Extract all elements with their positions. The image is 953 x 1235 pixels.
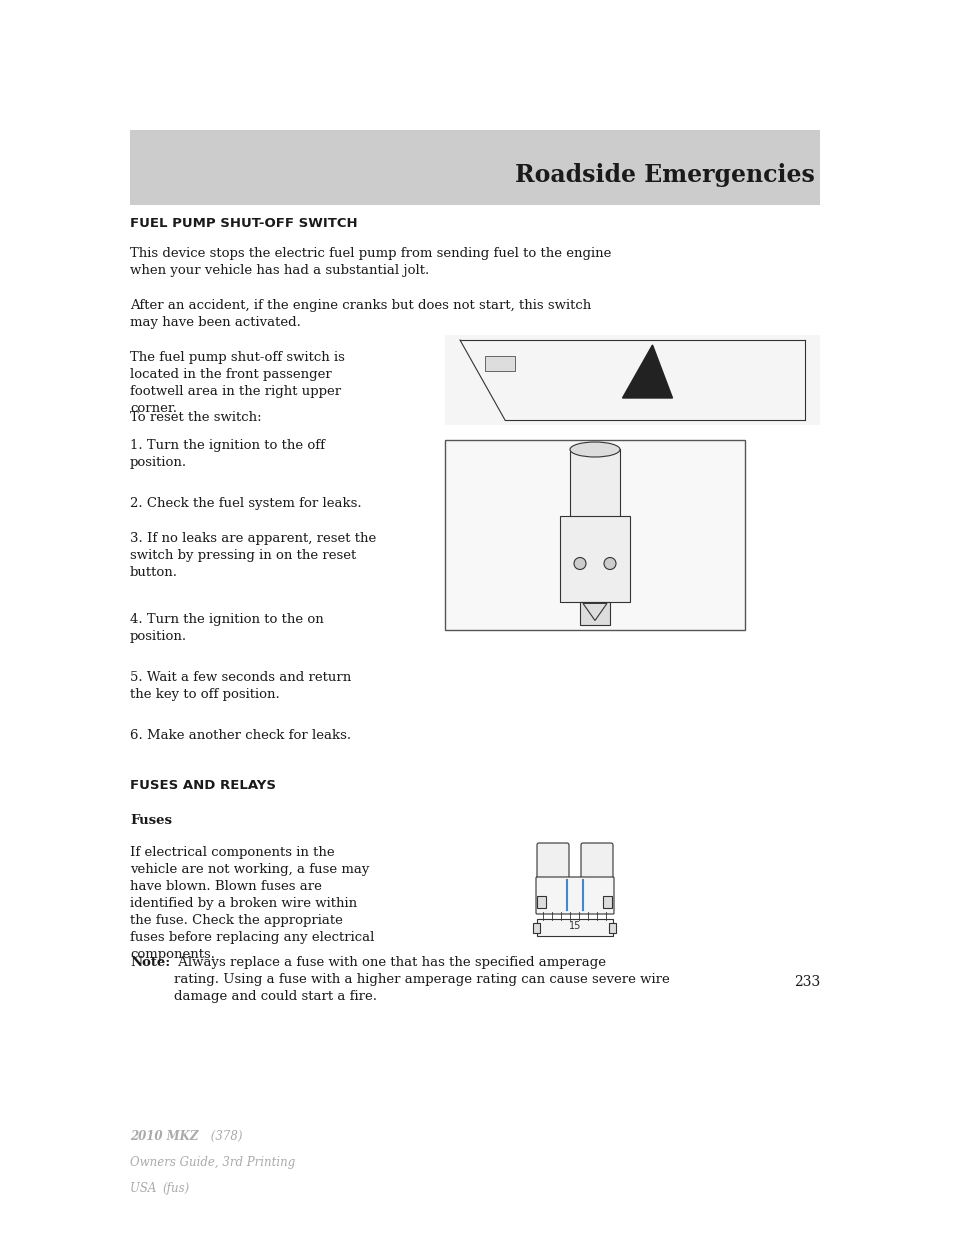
- Text: 3. If no leaks are apparent, reset the
switch by pressing in on the reset
button: 3. If no leaks are apparent, reset the s…: [130, 532, 375, 579]
- Text: Note:: Note:: [130, 956, 170, 969]
- Bar: [602, 897, 612, 908]
- Text: Fuses: Fuses: [130, 814, 172, 827]
- Text: 4. Turn the ignition to the on
position.: 4. Turn the ignition to the on position.: [130, 613, 323, 643]
- Text: This device stops the electric fuel pump from sending fuel to the engine
when yo: This device stops the electric fuel pump…: [130, 247, 611, 277]
- Text: 5. Wait a few seconds and return
the key to off position.: 5. Wait a few seconds and return the key…: [130, 671, 351, 701]
- Text: FUSES AND RELAYS: FUSES AND RELAYS: [130, 779, 275, 792]
- Bar: [569, 450, 619, 526]
- FancyBboxPatch shape: [536, 877, 614, 914]
- Text: To reset the switch:: To reset the switch:: [130, 411, 261, 424]
- Text: 15: 15: [568, 921, 580, 931]
- Bar: [533, 923, 539, 932]
- Text: The fuel pump shut-off switch is
located in the front passenger
footwell area in: The fuel pump shut-off switch is located…: [130, 351, 345, 415]
- Bar: [444, 335, 820, 425]
- Bar: [130, 130, 820, 205]
- FancyBboxPatch shape: [537, 844, 568, 885]
- Bar: [537, 897, 545, 908]
- Text: USA: USA: [130, 1182, 160, 1195]
- FancyBboxPatch shape: [580, 844, 613, 885]
- Ellipse shape: [569, 442, 619, 457]
- Text: Always replace a fuse with one that has the specified amperage
rating. Using a f: Always replace a fuse with one that has …: [173, 956, 669, 1003]
- Bar: [475, 839, 675, 939]
- Bar: [559, 516, 629, 601]
- Bar: [484, 356, 515, 370]
- Circle shape: [603, 557, 616, 569]
- Text: After an accident, if the engine cranks but does not start, this switch
may have: After an accident, if the engine cranks …: [130, 299, 591, 329]
- Text: 6. Make another check for leaks.: 6. Make another check for leaks.: [130, 729, 351, 742]
- Bar: [537, 919, 613, 936]
- Text: If electrical components in the
vehicle are not working, a fuse may
have blown. : If electrical components in the vehicle …: [130, 846, 374, 961]
- Text: 233: 233: [793, 974, 820, 989]
- Text: Roadside Emergencies: Roadside Emergencies: [515, 163, 814, 186]
- Polygon shape: [622, 345, 672, 398]
- Text: Owners Guide, 3rd Printing: Owners Guide, 3rd Printing: [130, 1156, 294, 1170]
- Bar: [579, 603, 609, 625]
- Text: FUEL PUMP SHUT-OFF SWITCH: FUEL PUMP SHUT-OFF SWITCH: [130, 217, 357, 230]
- Text: 2. Check the fuel system for leaks.: 2. Check the fuel system for leaks.: [130, 496, 361, 510]
- Bar: [444, 440, 744, 630]
- Text: 2010 MKZ: 2010 MKZ: [130, 1130, 198, 1144]
- Circle shape: [574, 557, 585, 569]
- Bar: [608, 923, 616, 932]
- Text: (378): (378): [207, 1130, 242, 1144]
- Text: (fus): (fus): [162, 1182, 189, 1195]
- Text: 1. Turn the ignition to the off
position.: 1. Turn the ignition to the off position…: [130, 438, 325, 469]
